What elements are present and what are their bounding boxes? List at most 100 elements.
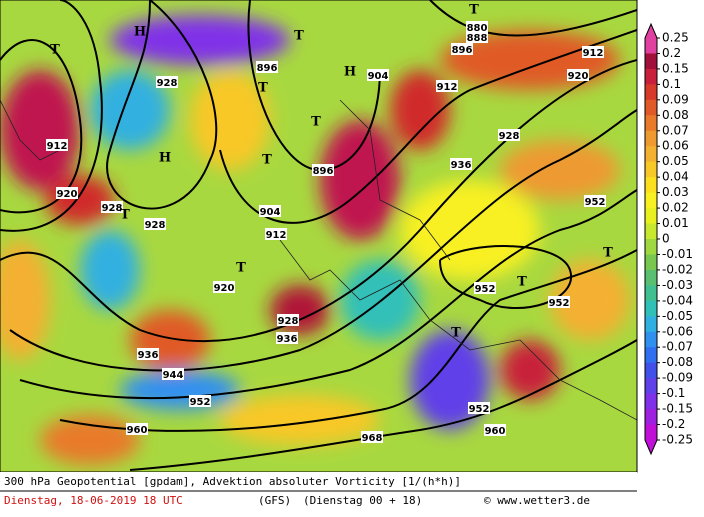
contour-label: 936 (277, 334, 298, 345)
colorbar-cell (645, 316, 657, 333)
pressure-center: H (159, 151, 171, 166)
contour-label: 960 (127, 425, 148, 436)
colorbar-label: 0.07 (662, 123, 689, 137)
colorbar-cell (645, 393, 657, 410)
contour-label: 920 (57, 189, 78, 200)
pressure-center: T (236, 261, 246, 276)
contour-label: 968 (362, 433, 383, 444)
pressure-center: H (134, 25, 146, 40)
contour-label: 896 (313, 166, 334, 177)
contour-label: 888 (467, 33, 488, 44)
colorbar-cell (645, 409, 657, 426)
colorbar-cell (645, 192, 657, 209)
colorbar-label: 0.1 (662, 77, 681, 91)
colorbar-label: -0.06 (662, 324, 693, 338)
colorbar-cell (645, 300, 657, 317)
contour-label-bg (451, 43, 473, 55)
colorbar-cell (645, 84, 657, 101)
pressure-center: T (311, 115, 321, 130)
colorbar-label: -0.1 (662, 386, 685, 400)
contour-label-bg (466, 21, 488, 33)
colorbar-cell (645, 208, 657, 225)
pressure-center: T (469, 3, 479, 18)
colorbar-cell (645, 331, 657, 348)
contour-label: 904 (368, 71, 389, 82)
colorbar-cell (645, 239, 657, 255)
contour-label: 896 (452, 45, 473, 56)
colorbar-label: 0.09 (662, 92, 689, 106)
colorbar-cell (645, 177, 657, 194)
colorbar-label: -0.03 (662, 278, 693, 292)
colorbar-label: -0.05 (662, 309, 693, 323)
contour-label: 896 (257, 63, 278, 74)
colorbar-label: -0.04 (662, 293, 693, 307)
contour-label: 952 (475, 284, 496, 295)
pressure-center: T (451, 326, 461, 341)
colorbar-label: -0.09 (662, 371, 693, 385)
pressure-center: T (294, 29, 304, 44)
contour-label: 952 (190, 397, 211, 408)
colorbar-label: 0.02 (662, 201, 689, 215)
border-lines (0, 99, 637, 421)
contour-label-bg (156, 76, 178, 88)
pressure-center: T (50, 43, 60, 58)
colorbar-label: -0.15 (662, 402, 693, 416)
contours (0, 0, 637, 471)
contour-label-bg (277, 314, 299, 326)
footer-title: 300 hPa Geopotential [gpdam], Advektion … (4, 475, 461, 488)
colorbar-cell (645, 115, 657, 132)
contour-label-bg (367, 69, 389, 81)
colorbar-cell (645, 347, 657, 364)
colorbar-label: 0.2 (662, 46, 681, 60)
footer-model: (GFS) (258, 494, 291, 507)
contour-label: 928 (102, 203, 123, 214)
contour-label-bg (162, 368, 184, 380)
contour-label-bg (56, 187, 78, 199)
contour-label: 912 (437, 82, 458, 93)
colorbar-label: -0.02 (662, 262, 693, 276)
colorbar-cell (645, 223, 657, 240)
contour-label: 912 (583, 48, 604, 59)
colorbar-label: 0.01 (662, 216, 689, 230)
contour-label-bg (468, 402, 490, 414)
contour-label: 936 (138, 350, 159, 361)
contour-label-bg (567, 69, 589, 81)
contour-label-bg (466, 31, 488, 43)
footer-date: Dienstag, 18-06-2019 18 UTC (4, 494, 183, 507)
contour-label: 936 (451, 160, 472, 171)
pressure-center: T (262, 153, 272, 168)
contour-label-bg (450, 158, 472, 170)
colorbar-label: 0.03 (662, 185, 689, 199)
colorbar-cell (645, 269, 657, 286)
pressure-center: H (344, 65, 356, 80)
contour-label-bg (474, 282, 496, 294)
pressure-center: T (517, 275, 527, 290)
contour-label: 952 (549, 298, 570, 309)
contour-label-bg (484, 424, 506, 436)
contour-label-bg (144, 218, 166, 230)
footer (0, 472, 637, 513)
contour-label: 928 (145, 220, 166, 231)
colorbar-label: 0.06 (662, 139, 689, 153)
footer-credit: © www.wetter3.de (484, 494, 590, 507)
contour-label: 920 (568, 71, 589, 82)
contour-label: 944 (163, 370, 184, 381)
colorbar-bottom-arrow (645, 440, 657, 454)
colorbar-cell (645, 53, 657, 70)
pressure-center: T (603, 246, 613, 261)
contour-label-bg (189, 395, 211, 407)
contour-label: 952 (469, 404, 490, 415)
contour-label-bg (46, 139, 68, 151)
contour-label-bg (265, 228, 287, 240)
colorbar-cell (645, 99, 657, 116)
contour-label: 880 (467, 23, 488, 34)
colorbar-label: -0.07 (662, 340, 693, 354)
colorbar-label: 0.08 (662, 108, 689, 122)
colorbar-cell (645, 362, 657, 379)
colorbar-label: 0 (662, 232, 670, 246)
colorbar-cell (645, 424, 657, 441)
colorbar-cell (645, 68, 657, 85)
colorbar-cell (645, 146, 657, 163)
colorbar-cell (645, 254, 657, 271)
